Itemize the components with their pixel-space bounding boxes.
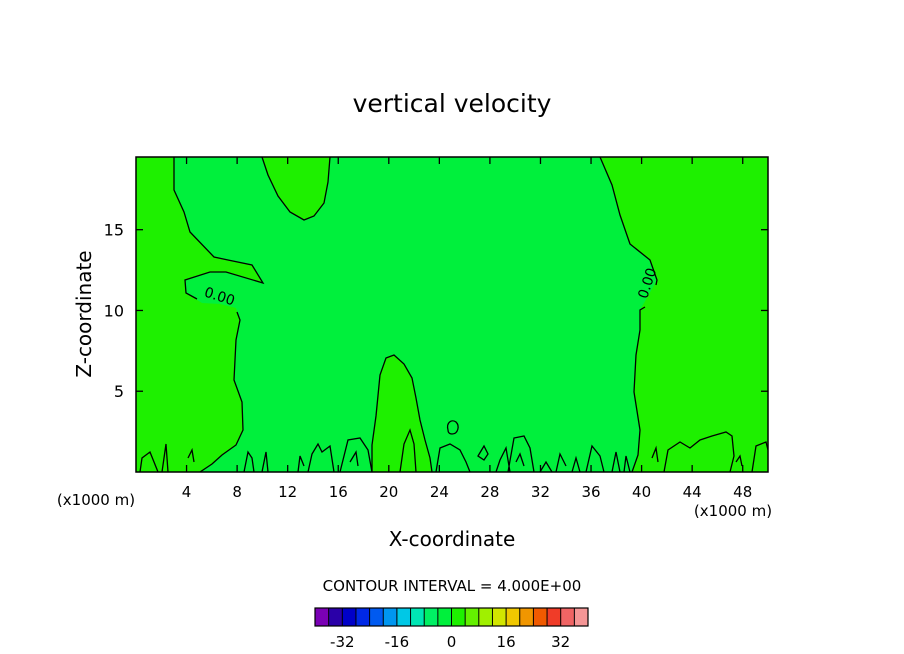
y-axis-label: Z-coordinate — [72, 250, 96, 377]
x-tick-label: 12 — [278, 483, 297, 501]
small-cell-contour — [446, 420, 459, 435]
y-tick-label: 10 — [104, 301, 124, 320]
colorbar-swatch — [437, 608, 452, 626]
colorbar-tick-label: 32 — [551, 633, 570, 651]
colorbar-swatch — [410, 608, 425, 626]
x-tick-label: 16 — [329, 483, 348, 501]
x-tick-label: 20 — [379, 483, 398, 501]
colorbar-swatch — [547, 608, 561, 626]
plot-frame — [135, 156, 769, 473]
colorbar-swatch — [315, 608, 329, 626]
colorbar-tick-label: -32 — [330, 633, 355, 651]
chart-title: vertical velocity — [353, 89, 552, 118]
colorbar-tick-label: 0 — [447, 633, 457, 651]
near-surface-contours — [139, 428, 768, 472]
x-tick-label: 4 — [182, 483, 192, 501]
y-tick-label: 15 — [104, 221, 124, 240]
x-unit-label-right: (x1000 m) — [694, 502, 772, 520]
left-zero-contour — [173, 157, 265, 300]
colorbar-swatch — [451, 608, 466, 626]
colorbar-swatch — [396, 608, 411, 626]
colorbar-swatch — [424, 608, 439, 626]
right-zero-contour-lower — [631, 306, 646, 472]
x-axis-label: X-coordinate — [389, 527, 516, 551]
x-tick-label: 32 — [531, 483, 550, 501]
center-zero-contour — [371, 354, 433, 472]
y-tick-label: 5 — [114, 382, 124, 401]
left-positive-region — [136, 157, 263, 472]
contour-interval-text: CONTOUR INTERVAL = 4.000E+00 — [323, 577, 582, 595]
colorbar-swatch — [342, 608, 357, 626]
colorbar-swatch — [369, 608, 384, 626]
colorbar-tick-label: -16 — [385, 633, 410, 651]
colorbar-swatch — [355, 608, 370, 626]
colorbar-swatch — [574, 608, 589, 626]
x-tick-label: 28 — [480, 483, 499, 501]
colorbar-swatch — [492, 608, 507, 626]
x-tick-label: 40 — [632, 483, 651, 501]
colorbar-tick-label: 16 — [497, 633, 516, 651]
center-positive-region — [372, 355, 432, 472]
colorbar-swatch — [383, 608, 398, 626]
colorbar-swatch — [506, 608, 521, 626]
colorbar-swatch — [533, 608, 548, 626]
colorbar-swatch — [478, 608, 493, 626]
right-positive-region — [600, 157, 768, 472]
positive-velocity-regions — [136, 157, 768, 472]
colorbar-swatch — [519, 608, 534, 626]
x-tick-label: 48 — [733, 483, 752, 501]
x-unit-label-left: (x1000 m) — [57, 491, 135, 509]
top-zero-contour — [261, 157, 331, 221]
colorbar-swatch — [328, 608, 343, 626]
x-tick-label: 24 — [430, 483, 449, 501]
colorbar: -32 -16 0 16 32 — [314, 607, 589, 651]
x-tick-label: 44 — [683, 483, 702, 501]
contour-lines — [139, 157, 768, 472]
colorbar-swatch — [560, 608, 575, 626]
colorbar-swatch — [465, 608, 480, 626]
colorbar-frame — [314, 607, 589, 627]
left-zero-contour-lower — [199, 311, 244, 472]
top-positive-region — [262, 157, 330, 220]
x-tick-label: 8 — [232, 483, 242, 501]
right-zero-contour — [599, 157, 658, 286]
x-tick-label: 36 — [581, 483, 600, 501]
